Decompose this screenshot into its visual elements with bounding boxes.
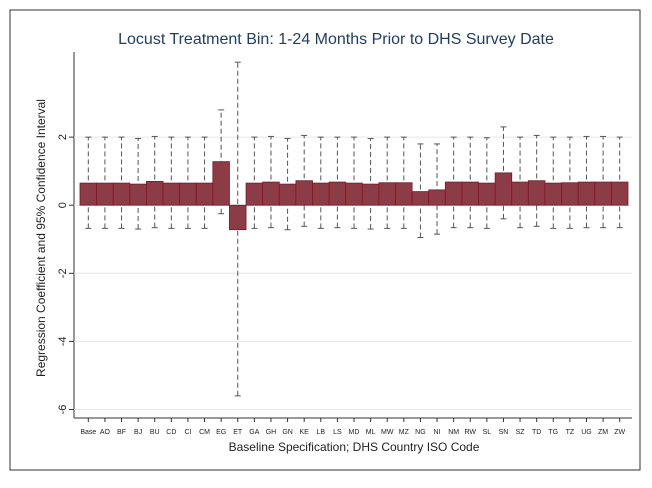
x-tick-label: RW bbox=[464, 429, 476, 436]
x-tick-label: EG bbox=[216, 429, 226, 436]
y-tick-label: -4 bbox=[57, 337, 69, 347]
x-axis-title: Baseline Specification; DHS Country ISO … bbox=[229, 440, 480, 454]
x-tick-label: KE bbox=[300, 429, 310, 436]
y-tick-label: 0 bbox=[57, 202, 69, 208]
y-tick-label: -2 bbox=[57, 268, 69, 278]
x-tick-label: ML bbox=[366, 429, 376, 436]
x-tick-label: GN bbox=[282, 429, 293, 436]
y-tick-label: 2 bbox=[57, 134, 69, 140]
x-tick-label: SL bbox=[483, 429, 492, 436]
x-tick-label: NI bbox=[434, 429, 441, 436]
x-tick-label: CM bbox=[199, 429, 210, 436]
x-tick-label: AO bbox=[100, 429, 111, 436]
y-tick-label: -6 bbox=[57, 405, 69, 415]
x-tick-label: ZM bbox=[598, 429, 608, 436]
x-tick-label: CD bbox=[166, 429, 176, 436]
x-tick-label: NM bbox=[448, 429, 459, 436]
bar bbox=[212, 161, 230, 206]
x-tick-label: Base bbox=[80, 429, 96, 436]
x-tick-label: SN bbox=[499, 429, 509, 436]
x-tick-label: ZW bbox=[614, 429, 625, 436]
x-tick-label: CI bbox=[184, 429, 191, 436]
chart-title: Locust Treatment Bin: 1-24 Months Prior … bbox=[118, 31, 554, 48]
y-axis-title: Regression Coefficient and 95% Confidenc… bbox=[34, 99, 48, 377]
x-tick-label: SZ bbox=[516, 429, 526, 436]
x-tick-label: TG bbox=[548, 429, 558, 436]
x-tick-label: ET bbox=[233, 429, 243, 436]
x-tick-label: MZ bbox=[399, 429, 410, 436]
x-tick-label: MW bbox=[381, 429, 394, 436]
x-tick-label: TD bbox=[532, 429, 541, 436]
x-tick-label: TZ bbox=[566, 429, 575, 436]
frame bbox=[9, 9, 641, 471]
x-tick-label: BU bbox=[150, 429, 160, 436]
x-tick-label: BF bbox=[117, 429, 126, 436]
x-tick-label: UG bbox=[581, 429, 592, 436]
x-tick-label: LS bbox=[333, 429, 342, 436]
x-tick-label: LB bbox=[317, 429, 326, 436]
x-tick-label: NG bbox=[415, 429, 426, 436]
x-tick-label: MD bbox=[349, 429, 360, 436]
x-tick-label: GA bbox=[249, 429, 259, 436]
x-tick-label: BJ bbox=[134, 429, 142, 436]
x-tick-label: GH bbox=[266, 429, 277, 436]
